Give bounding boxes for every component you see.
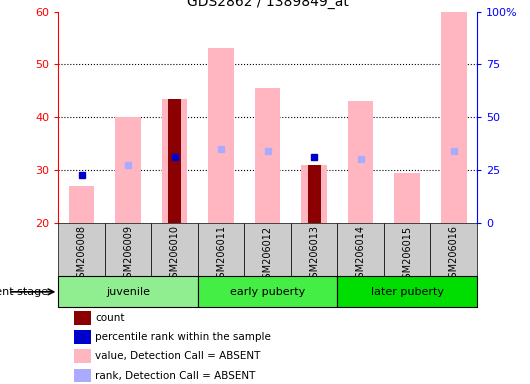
Bar (394, 172, 420, 223)
Bar (74, 311, 91, 325)
Text: GSM206009: GSM206009 (123, 225, 133, 285)
Text: GSM206015: GSM206015 (402, 225, 412, 285)
Bar (384, 223, 430, 276)
Bar (208, 48, 234, 223)
Text: percentile rank within the sample: percentile rank within the sample (95, 332, 271, 342)
Text: value, Detection Call = ABSENT: value, Detection Call = ABSENT (95, 351, 261, 361)
Bar (430, 223, 477, 276)
Bar (302, 165, 327, 223)
Bar (74, 330, 91, 344)
Bar (255, 88, 280, 223)
Text: GSM206011: GSM206011 (216, 225, 226, 285)
Bar (168, 99, 181, 223)
Bar (308, 165, 321, 223)
Bar (74, 369, 91, 382)
Bar (69, 186, 94, 223)
Bar (162, 99, 188, 223)
Bar (198, 223, 244, 276)
Text: rank, Detection Call = ABSENT: rank, Detection Call = ABSENT (95, 371, 256, 381)
Bar (348, 101, 374, 223)
Text: GSM206010: GSM206010 (170, 225, 180, 285)
Bar (291, 223, 338, 276)
Text: GSM206016: GSM206016 (449, 225, 459, 285)
Bar (441, 12, 466, 223)
Bar (58, 223, 105, 276)
Bar (74, 349, 91, 363)
Text: GSM206014: GSM206014 (356, 225, 366, 285)
Text: juvenile: juvenile (106, 287, 150, 297)
Bar (198, 276, 338, 307)
Bar (105, 223, 152, 276)
Text: GSM206013: GSM206013 (309, 225, 319, 285)
Bar (338, 276, 477, 307)
Text: later puberty: later puberty (370, 287, 444, 297)
Bar (116, 117, 141, 223)
Text: GSM206008: GSM206008 (76, 225, 86, 285)
Text: count: count (95, 313, 125, 323)
Bar (244, 223, 291, 276)
Title: GDS2862 / 1389849_at: GDS2862 / 1389849_at (187, 0, 349, 9)
Text: development stage: development stage (0, 287, 48, 297)
Bar (58, 276, 198, 307)
Bar (338, 223, 384, 276)
Text: early puberty: early puberty (230, 287, 305, 297)
Bar (152, 223, 198, 276)
Text: GSM206012: GSM206012 (263, 225, 272, 285)
